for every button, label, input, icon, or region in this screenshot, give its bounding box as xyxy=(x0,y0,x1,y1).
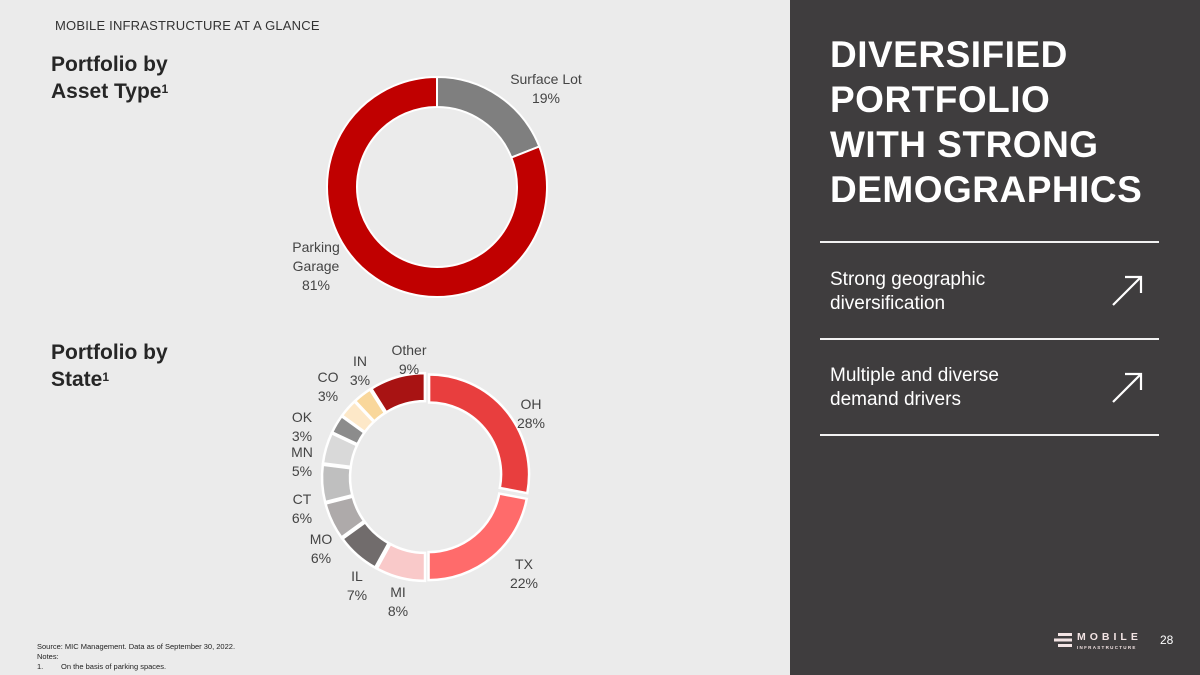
label-il: IL 7% xyxy=(332,567,382,605)
label-name: MI xyxy=(390,584,406,600)
label-name: CT xyxy=(292,491,312,507)
point-text: Strong geographic xyxy=(830,269,986,290)
label-tx: TX 22% xyxy=(499,555,549,593)
mobile-logo-icon xyxy=(1054,633,1072,647)
state-title: Portfolio by State1 xyxy=(51,339,168,393)
state-slice-tx xyxy=(427,492,529,582)
logo-subtitle: INFRASTRUCTURE xyxy=(1077,645,1137,650)
asset-type-title-line2: Asset Type xyxy=(51,80,162,103)
label-mo: MO 6% xyxy=(296,530,346,568)
label-value: 3% xyxy=(291,428,313,444)
logo-wordmark: MOBILE xyxy=(1077,631,1142,643)
label-name: CO xyxy=(317,369,339,385)
label-name: IN xyxy=(353,353,367,369)
note-number: 1. xyxy=(37,662,44,671)
label-value: 6% xyxy=(310,550,332,566)
label-value: 3% xyxy=(317,388,339,404)
asset-type-title: Portfolio by Asset Type1 xyxy=(51,51,168,105)
state-slice-mi xyxy=(375,542,427,583)
notes-label: Notes: xyxy=(37,652,59,661)
label-name: MO xyxy=(309,531,333,547)
label-name: Garage xyxy=(292,258,340,274)
label-value: 8% xyxy=(387,603,409,619)
arrow-up-right-icon xyxy=(1112,372,1143,403)
label-ct: CT 6% xyxy=(277,490,327,528)
label-value: 6% xyxy=(291,510,313,526)
headline-line: DIVERSIFIED xyxy=(830,34,1068,75)
label-name: IL xyxy=(351,568,363,584)
label-surface-lot: Surface Lot 19% xyxy=(496,70,596,108)
state-title-line1: Portfolio by xyxy=(51,341,168,364)
state-title-line2: State xyxy=(51,368,103,391)
point-text: diversification xyxy=(830,293,946,314)
footnotes: Source: MIC Management. Data as of Septe… xyxy=(37,642,235,672)
divider xyxy=(820,434,1159,436)
label-value: 81% xyxy=(301,277,331,293)
slide-eyebrow: MOBILE INFRASTRUCTURE AT A GLANCE xyxy=(55,18,320,33)
label-name: Surface Lot xyxy=(510,71,582,87)
footnote-marker: 1 xyxy=(161,82,169,96)
summary-panel xyxy=(790,0,1200,675)
label-value: 22% xyxy=(509,575,539,591)
label-name: MN xyxy=(291,444,313,460)
label-value: 9% xyxy=(398,361,420,377)
state-slice-in xyxy=(353,387,387,424)
label-name: OH xyxy=(520,396,542,412)
label-mi: MI 8% xyxy=(373,583,423,621)
label-name: Parking xyxy=(292,239,340,255)
label-name: OK xyxy=(291,409,313,425)
note-1: 1. On the basis of parking spaces. xyxy=(37,662,235,672)
headline-line: PORTFOLIO xyxy=(830,79,1051,120)
label-name: TX xyxy=(515,556,533,572)
label-value: 5% xyxy=(291,463,313,479)
divider xyxy=(820,338,1159,340)
label-mn: MN 5% xyxy=(277,443,327,481)
state-slice-oh xyxy=(427,373,531,495)
page-number: 28 xyxy=(1160,633,1174,647)
label-parking-garage: Parking Garage 81% xyxy=(276,238,356,295)
label-value: 3% xyxy=(349,372,371,388)
label-value: 7% xyxy=(346,587,368,603)
state-slice-other xyxy=(369,371,427,415)
state-slice-ct xyxy=(320,463,354,504)
note-text: On the basis of parking spaces. xyxy=(61,662,167,671)
label-oh: OH 28% xyxy=(506,395,556,433)
state-slice-mo xyxy=(324,495,366,540)
headline-line: WITH STRONG xyxy=(830,124,1099,165)
source-note: Source: MIC Management. Data as of Septe… xyxy=(37,642,236,651)
point-text: demand drivers xyxy=(830,389,961,410)
headline: DIVERSIFIED PORTFOLIO WITH STRONG DEMOGR… xyxy=(830,32,1142,212)
arrow-up-right-icon xyxy=(1112,275,1143,306)
asset-type-title-line1: Portfolio by xyxy=(51,53,168,76)
footnote-marker: 1 xyxy=(102,370,110,384)
divider xyxy=(820,241,1159,243)
label-name: Other xyxy=(391,342,427,358)
point-demand: Multiple and diverse demand drivers xyxy=(830,364,999,412)
asset-type-slice-parking-garage xyxy=(326,75,548,298)
label-in: IN 3% xyxy=(335,352,385,390)
label-other: Other 9% xyxy=(384,341,434,379)
label-ok: OK 3% xyxy=(277,408,327,446)
point-geographic: Strong geographic diversification xyxy=(830,268,985,316)
donut-charts xyxy=(320,75,548,583)
label-co: CO 3% xyxy=(303,368,353,406)
state-slice-il xyxy=(340,520,391,570)
label-value: 28% xyxy=(516,415,546,431)
label-value: 19% xyxy=(531,90,561,106)
point-text: Multiple and diverse xyxy=(830,365,999,386)
headline-line: DEMOGRAPHICS xyxy=(830,169,1143,210)
